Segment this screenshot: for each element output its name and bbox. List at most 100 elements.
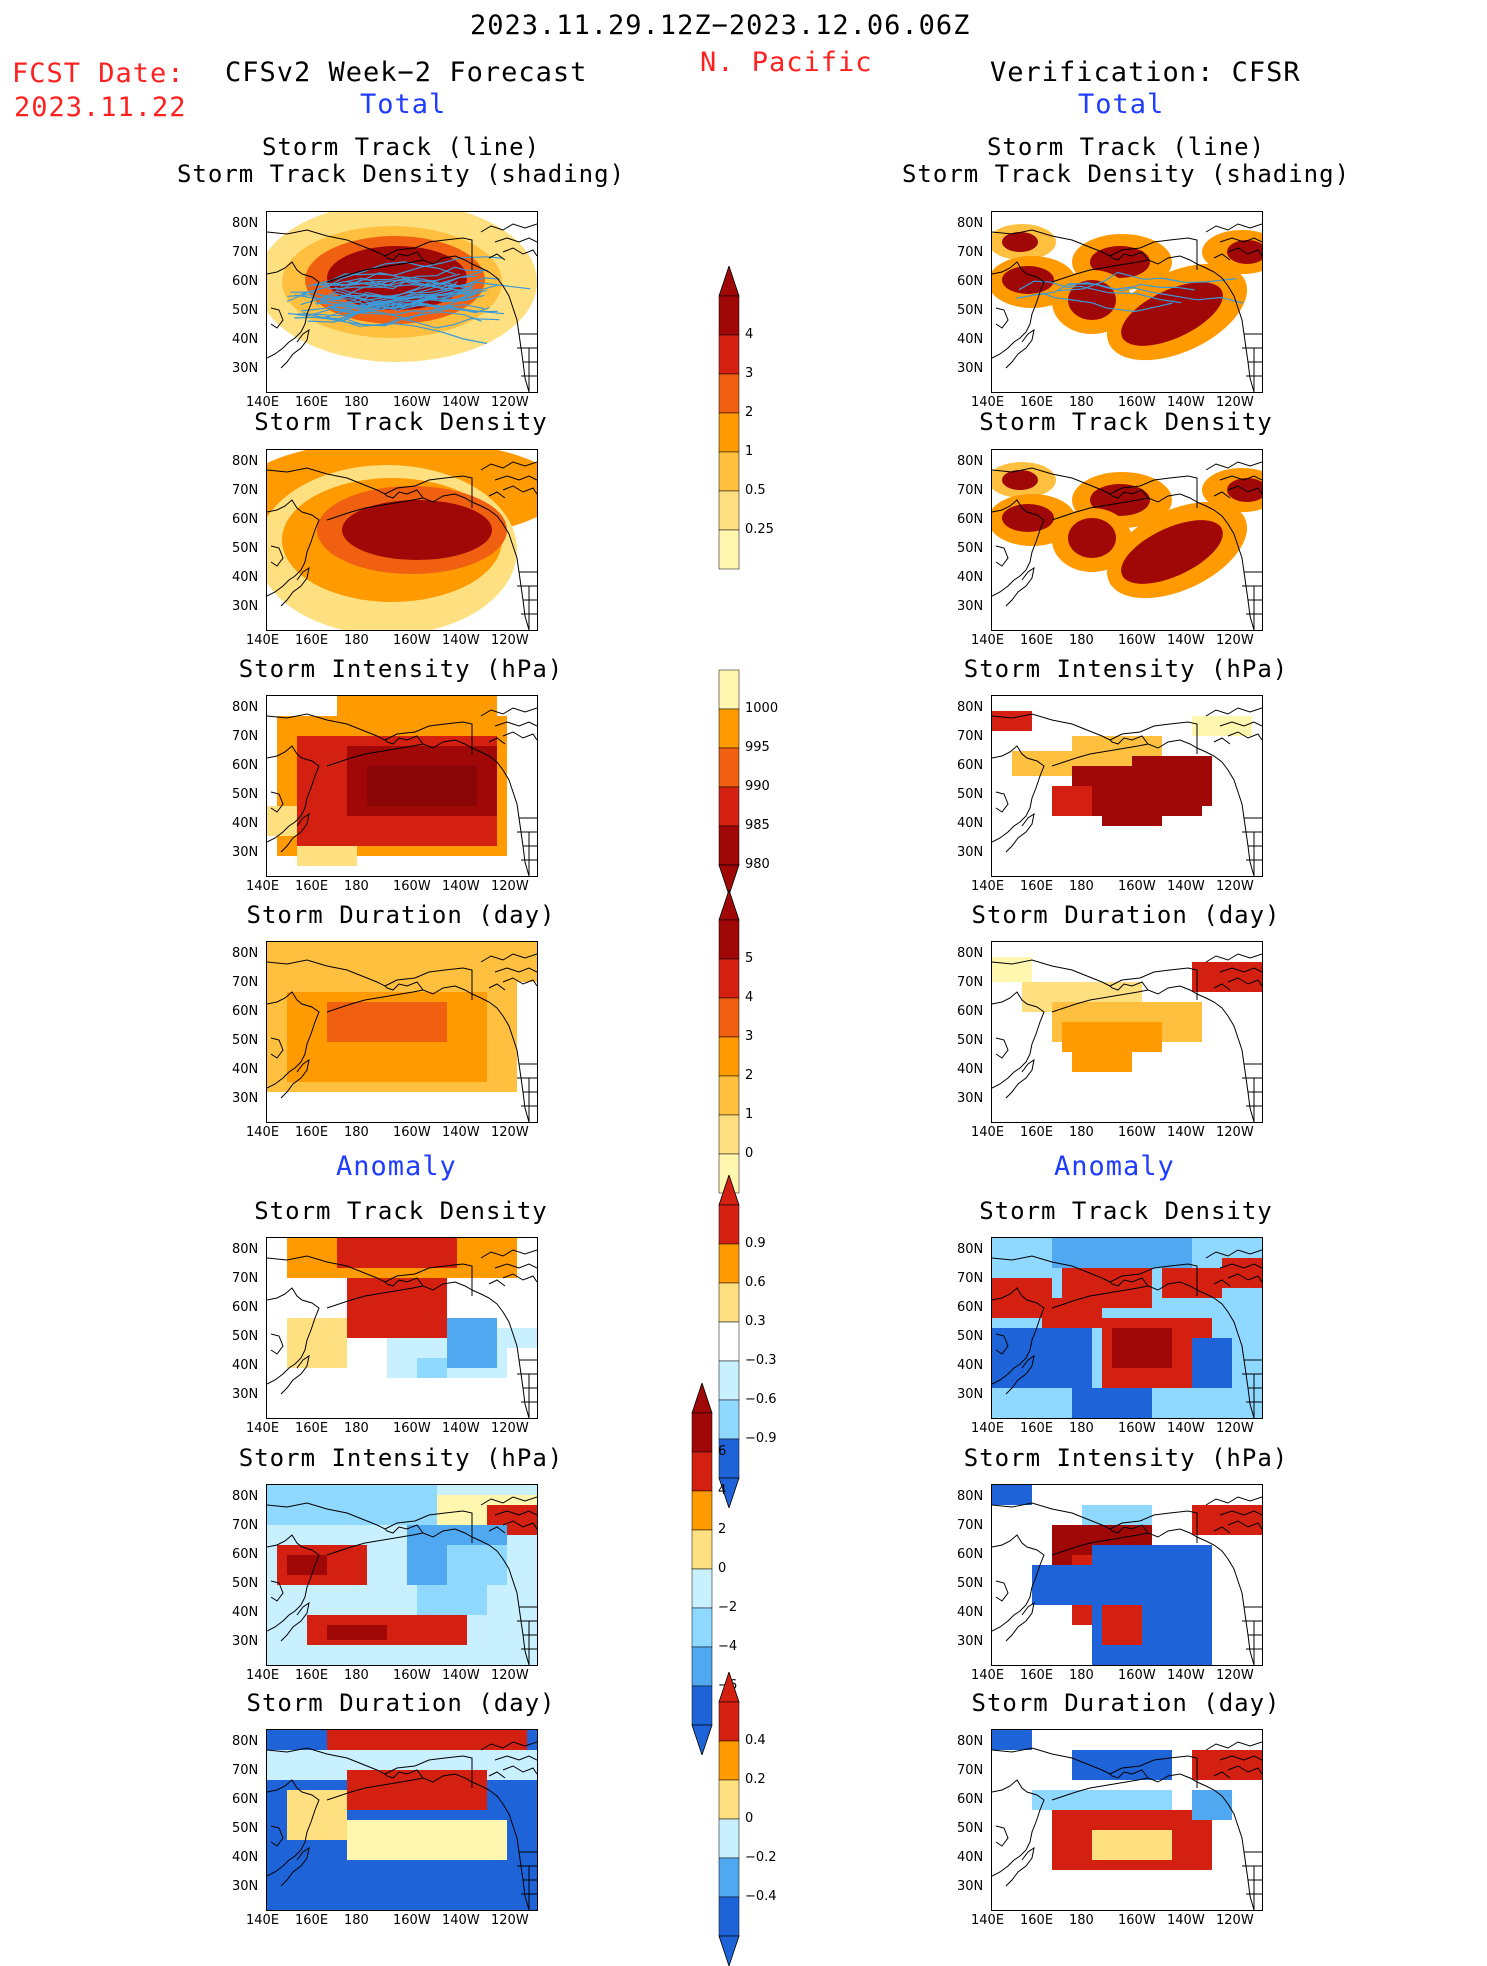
- forecast-map-panel: [266, 1484, 538, 1666]
- colorbar-tick-label: 2: [745, 1068, 754, 1083]
- lon-tick-label: 180: [344, 1421, 369, 1436]
- lon-tick-label: 120W: [1216, 1913, 1254, 1928]
- verification-map-panel: [991, 211, 1263, 393]
- forecast-panel-title: Storm Intensity (hPa): [238, 1444, 564, 1472]
- lon-tick-label: 160W: [393, 395, 431, 410]
- forecast-map: [267, 450, 537, 630]
- lon-tick-label: 180: [1069, 633, 1094, 648]
- lon-tick-label: 140E: [246, 633, 280, 648]
- lon-tick-label: 180: [344, 1668, 369, 1683]
- lat-tick-label: 50N: [957, 1329, 984, 1344]
- lon-tick-label: 140W: [442, 879, 480, 894]
- colorbar-tick-label: 0.4: [745, 1733, 766, 1748]
- verification-panel-title: Storm Track Density: [979, 408, 1273, 436]
- lon-tick-label: 160E: [295, 1668, 329, 1683]
- colorbar-tick-label: 990: [745, 779, 770, 794]
- verification-map-panel: [991, 1484, 1263, 1666]
- lon-tick-label: 160E: [295, 1913, 329, 1928]
- lon-tick-label: 140W: [442, 1125, 480, 1140]
- lat-tick-label: 50N: [957, 1821, 984, 1836]
- lon-tick-label: 140E: [971, 879, 1005, 894]
- lat-tick-label: 60N: [232, 512, 259, 527]
- lat-tick-label: 70N: [232, 1271, 259, 1286]
- lat-tick-label: 50N: [957, 303, 984, 318]
- colorbar-tick-label: −0.3: [745, 1353, 777, 1368]
- verification-map: [992, 1238, 1262, 1418]
- lon-tick-label: 180: [1069, 1913, 1094, 1928]
- colorbar-tick-label: 2: [745, 405, 754, 420]
- forecast-map: [267, 1485, 537, 1665]
- lon-tick-label: 180: [344, 879, 369, 894]
- lon-tick-label: 180: [1069, 1125, 1094, 1140]
- lat-tick-label: 60N: [232, 758, 259, 773]
- lat-tick-label: 70N: [957, 975, 984, 990]
- verification-map: [992, 1730, 1262, 1910]
- lat-tick-label: 80N: [232, 1242, 259, 1257]
- lon-tick-label: 120W: [491, 395, 529, 410]
- lon-tick-label: 140E: [246, 1913, 280, 1928]
- colorbar-density_total: [718, 266, 740, 570]
- forecast-map-panel: [266, 695, 538, 877]
- lon-tick-label: 140W: [1167, 879, 1205, 894]
- forecast-period: 2023.11.29.12Z−2023.12.06.06Z: [470, 10, 971, 41]
- lat-tick-label: 50N: [232, 541, 259, 556]
- colorbar-tick-label: 3: [745, 366, 754, 381]
- lat-tick-label: 60N: [232, 1004, 259, 1019]
- lon-tick-label: 140W: [442, 633, 480, 648]
- verification-panel-title: Storm Track Density: [979, 1197, 1273, 1225]
- forecast-map-panel: [266, 941, 538, 1123]
- colorbar-tick-label: 995: [745, 740, 770, 755]
- lat-tick-label: 30N: [232, 599, 259, 614]
- colorbar-tick-label: 0.6: [745, 1275, 766, 1290]
- right-anomaly-label: Anomaly: [1054, 1151, 1175, 1182]
- left-total-label: Total: [360, 89, 447, 120]
- lon-tick-label: 160W: [393, 633, 431, 648]
- fcst-date-label: FCST Date:: [12, 58, 185, 89]
- lat-tick-label: 70N: [957, 245, 984, 260]
- lon-tick-label: 140E: [246, 1125, 280, 1140]
- lon-tick-label: 140W: [1167, 1913, 1205, 1928]
- lat-tick-label: 30N: [957, 1879, 984, 1894]
- forecast-map: [267, 1238, 537, 1418]
- lat-tick-label: 30N: [232, 1879, 259, 1894]
- verification-map: [992, 1485, 1262, 1665]
- lon-tick-label: 160W: [393, 1668, 431, 1683]
- forecast-map: [267, 942, 537, 1122]
- verification-map-panel: [991, 941, 1263, 1123]
- lat-tick-label: 60N: [957, 758, 984, 773]
- lat-tick-label: 60N: [957, 512, 984, 527]
- lon-tick-label: 140E: [971, 395, 1005, 410]
- lon-tick-label: 120W: [491, 1668, 529, 1683]
- lon-tick-label: 160W: [1118, 1125, 1156, 1140]
- colorbar-tick-label: 4: [718, 1483, 727, 1498]
- lat-tick-label: 40N: [957, 570, 984, 585]
- lat-tick-label: 50N: [232, 1576, 259, 1591]
- lat-tick-label: 30N: [957, 845, 984, 860]
- lon-tick-label: 160W: [393, 1421, 431, 1436]
- lat-tick-label: 40N: [232, 1850, 259, 1865]
- colorbar-intensity_total: [718, 669, 740, 895]
- lat-tick-label: 30N: [957, 1091, 984, 1106]
- lat-tick-label: 70N: [957, 1763, 984, 1778]
- lon-tick-label: 120W: [491, 633, 529, 648]
- lat-tick-label: 80N: [232, 1489, 259, 1504]
- lon-tick-label: 120W: [491, 1125, 529, 1140]
- colorbar-density_anom: [718, 1175, 740, 1508]
- colorbar-tick-label: 0: [745, 1811, 754, 1826]
- verification-map-panel: [991, 1729, 1263, 1911]
- colorbar-tick-label: 0.2: [745, 1772, 766, 1787]
- lon-tick-label: 140E: [971, 633, 1005, 648]
- colorbar-tick-label: 0: [745, 1146, 754, 1161]
- lat-tick-label: 80N: [957, 1734, 984, 1749]
- colorbar-tick-label: 4: [745, 327, 754, 342]
- lon-tick-label: 120W: [491, 879, 529, 894]
- lon-tick-label: 140W: [442, 395, 480, 410]
- right-column-title: Verification: CFSR: [990, 57, 1301, 88]
- lon-tick-label: 140E: [971, 1913, 1005, 1928]
- lat-tick-label: 80N: [957, 700, 984, 715]
- lat-tick-label: 60N: [232, 274, 259, 289]
- colorbar-tick-label: 3: [745, 1029, 754, 1044]
- region-name: N. Pacific: [700, 47, 873, 78]
- lon-tick-label: 140W: [442, 1913, 480, 1928]
- lon-tick-label: 160W: [393, 1913, 431, 1928]
